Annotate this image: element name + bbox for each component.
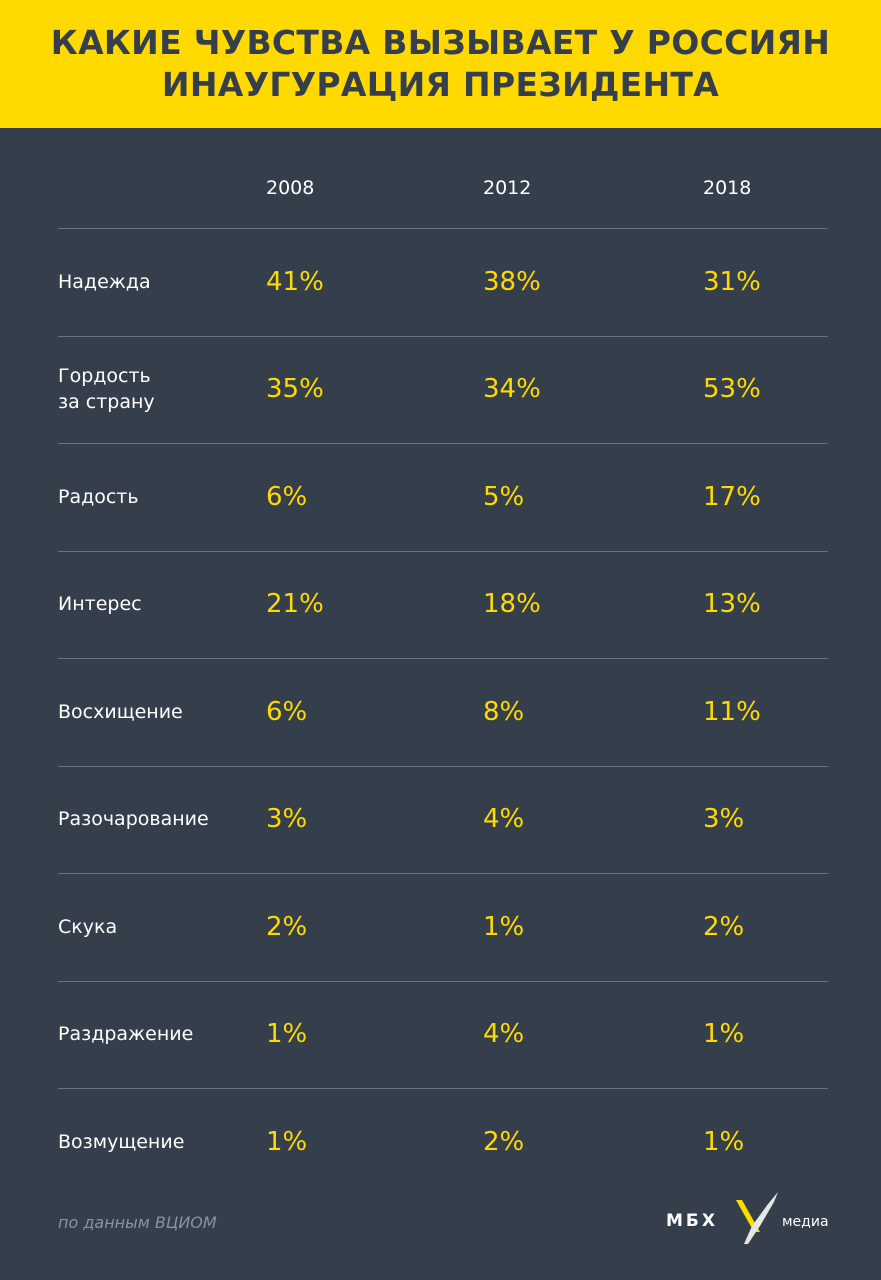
cell-value: 1% — [703, 1019, 745, 1049]
cell-value: 17% — [703, 482, 761, 512]
row-label: Гордость за страну — [58, 363, 155, 415]
row-label-line: Раздражение — [58, 1023, 194, 1045]
cell-value: 1% — [266, 1019, 308, 1049]
cell-value: 6% — [266, 482, 308, 512]
cell-value: 38% — [483, 267, 541, 297]
logo-text-left: МБХ — [666, 1211, 718, 1231]
cell-value: 3% — [703, 804, 745, 834]
row-label: Радость — [58, 484, 139, 510]
column-header-2008: 2008 — [266, 177, 315, 199]
row-label-line: Интерес — [58, 593, 142, 615]
column-header-2012: 2012 — [483, 177, 532, 199]
cell-value: 34% — [483, 374, 541, 404]
row-separator — [58, 658, 828, 659]
cell-value: 4% — [483, 1019, 525, 1049]
row-label-line: Радость — [58, 486, 139, 508]
row-label-line: за страну — [58, 391, 155, 413]
column-header-2018: 2018 — [703, 177, 752, 199]
logo-text-right: медиа — [782, 1214, 829, 1230]
row-label: Восхищение — [58, 699, 183, 725]
row-label: Интерес — [58, 591, 142, 617]
row-label-line: Разочарование — [58, 808, 209, 830]
row-separator — [58, 336, 828, 337]
row-separator — [58, 228, 828, 229]
cell-value: 2% — [703, 912, 745, 942]
cell-value: 53% — [703, 374, 761, 404]
x-mark-icon — [736, 1192, 778, 1244]
cell-value: 1% — [703, 1127, 745, 1157]
row-separator — [58, 443, 828, 444]
cell-value: 5% — [483, 482, 525, 512]
cell-value: 6% — [266, 697, 308, 727]
chart-title-line-1: КАКИЕ ЧУВСТВА ВЫЗЫВАЕТ У РОССИЯН — [50, 23, 831, 62]
row-label: Скука — [58, 914, 117, 940]
cell-value: 8% — [483, 697, 525, 727]
cell-value: 21% — [266, 589, 324, 619]
cell-value: 1% — [483, 912, 525, 942]
cell-value: 2% — [266, 912, 308, 942]
title-banner: КАКИЕ ЧУВСТВА ВЫЗЫВАЕТ У РОССИЯН ИНАУГУР… — [0, 0, 881, 128]
row-separator — [58, 873, 828, 874]
cell-value: 18% — [483, 589, 541, 619]
cell-value: 4% — [483, 804, 525, 834]
source-note: по данным ВЦИОМ — [58, 1213, 217, 1232]
cell-value: 41% — [266, 267, 324, 297]
row-label-line: Восхищение — [58, 701, 183, 723]
row-label: Возмущение — [58, 1129, 184, 1155]
row-label: Надежда — [58, 269, 151, 295]
row-label-line: Возмущение — [58, 1131, 185, 1153]
row-separator — [58, 766, 828, 767]
row-separator — [58, 1088, 828, 1089]
cell-value: 13% — [703, 589, 761, 619]
cell-value: 2% — [483, 1127, 525, 1157]
row-separator — [58, 551, 828, 552]
row-label-line: Гордость — [58, 365, 151, 387]
row-label: Раздражение — [58, 1021, 193, 1047]
brand-logo: МБХ медиа — [666, 1190, 836, 1250]
cell-value: 31% — [703, 267, 761, 297]
row-label-line: Скука — [58, 916, 118, 938]
cell-value: 3% — [266, 804, 308, 834]
cell-value: 1% — [266, 1127, 308, 1157]
chart-title-line-2: ИНАУГУРАЦИЯ ПРЕЗИДЕНТА — [161, 65, 720, 104]
cell-value: 11% — [703, 697, 761, 727]
row-label-line: Надежда — [58, 271, 151, 293]
cell-value: 35% — [266, 374, 324, 404]
row-separator — [58, 981, 828, 982]
row-label: Разочарование — [58, 806, 209, 832]
